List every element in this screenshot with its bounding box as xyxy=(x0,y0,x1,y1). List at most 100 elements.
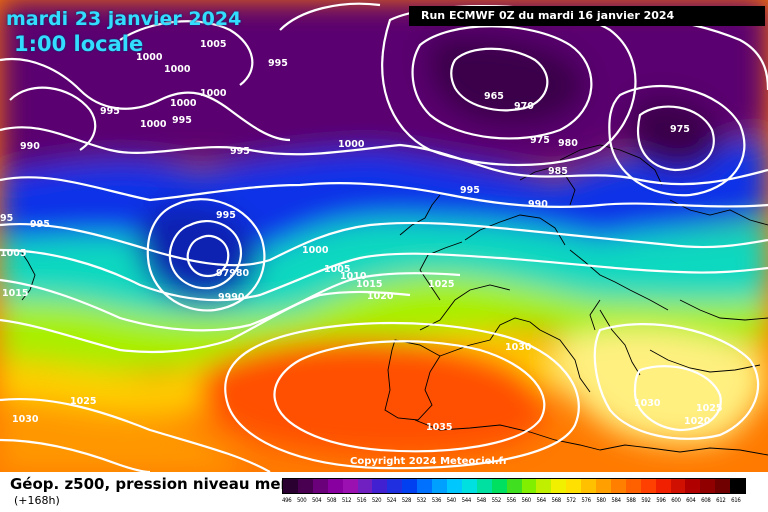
colorbar-label: 596 xyxy=(656,497,666,504)
colorbar-swatch xyxy=(715,479,731,493)
pressure-label: 1030 xyxy=(634,398,661,409)
pressure-labels: 1005 1000 1000 995 1000 1000 995 1000 99… xyxy=(0,39,722,433)
colorbar-swatch xyxy=(297,479,313,493)
pressure-label: 990 xyxy=(528,199,548,210)
colorbar-label: 548 xyxy=(476,497,487,504)
pressure-label: 1015 xyxy=(2,288,28,299)
isobars xyxy=(0,2,768,472)
colorbar-swatch xyxy=(491,479,507,493)
colorbar-swatch xyxy=(402,479,418,493)
pressure-label: 995 xyxy=(216,210,236,221)
pressure-label: 995 xyxy=(460,185,480,196)
pressure-label: 1020 xyxy=(684,416,711,427)
colorbar-label: 552 xyxy=(491,497,502,504)
pressure-label: 975 xyxy=(670,124,690,135)
colorbar-swatch xyxy=(342,479,358,493)
pressure-label: 995 xyxy=(172,115,192,126)
colorbar-swatch xyxy=(581,479,597,493)
colorbar-swatch xyxy=(327,479,343,493)
colorbar-swatch xyxy=(670,479,686,493)
colorbar-label: 588 xyxy=(626,497,636,504)
colorbar-label: 608 xyxy=(701,497,711,504)
pressure-label: 1005 xyxy=(0,248,26,259)
model-run-info: Run ECMWF 0Z du mardi 16 janvier 2024 xyxy=(409,6,765,26)
pressure-label: 1015 xyxy=(356,279,382,290)
pressure-label: 1025 xyxy=(70,396,96,407)
colorbar-swatch xyxy=(655,479,671,493)
pressure-label: 1030 xyxy=(12,414,39,425)
pressure-label: 965 xyxy=(484,91,504,102)
colorbar-label: 584 xyxy=(611,497,621,504)
colorbar-label: 540 xyxy=(446,497,457,504)
colorbar-swatch xyxy=(596,479,611,493)
colorbar-swatch xyxy=(506,479,522,493)
colorbar-label: 592 xyxy=(641,497,651,504)
colorbar-swatch xyxy=(566,479,582,493)
pressure-label: 970 xyxy=(514,101,534,112)
colorbar-swatch xyxy=(372,479,388,493)
field-title: Géop. z500, pression niveau mer xyxy=(10,475,288,493)
colorbar-label: 576 xyxy=(581,497,591,504)
pressure-label: 97980 xyxy=(216,268,249,279)
colorbar-label: 532 xyxy=(416,497,427,504)
colorbar-labels: 496 500 504 508 512 516 520 524 528 532 536 540 544 5… xyxy=(282,497,746,507)
forecast-map: 1005 1000 1000 995 1000 1000 995 1000 99… xyxy=(0,0,768,472)
colorbar-label: 572 xyxy=(566,497,576,504)
pressure-label: 1000 xyxy=(136,52,163,63)
pressure-label: 995 xyxy=(268,58,288,69)
pressure-label: 1025 xyxy=(428,279,454,290)
colorbar-swatch xyxy=(521,479,537,493)
copyright-notice: Copyright 2024 Meteociel.fr xyxy=(350,456,508,467)
pressure-label: 1025 xyxy=(696,403,722,414)
pressure-label: 985 xyxy=(548,166,568,177)
colorbar-swatch xyxy=(387,479,403,493)
pressure-label: 990 xyxy=(20,141,40,152)
colorbar-swatch xyxy=(417,479,433,493)
lead-time: (+168h) xyxy=(14,494,60,507)
colorbar-label: 516 xyxy=(356,497,367,504)
pressure-label: 1000 xyxy=(170,98,197,109)
pressure-label: 1035 xyxy=(426,422,452,433)
pressure-label: 1010 xyxy=(340,271,367,282)
pressure-label: 1000 xyxy=(302,245,329,256)
colorbar-label: 560 xyxy=(521,497,532,504)
pressure-label: 9990 xyxy=(218,292,245,303)
colorbar-label: 512 xyxy=(341,497,352,504)
pressure-label: 1005 xyxy=(200,39,226,50)
pressure-label: 1000 xyxy=(140,119,167,130)
colorbar xyxy=(282,478,746,494)
colorbar-swatch xyxy=(625,479,641,493)
pressure-label: 1000 xyxy=(338,139,365,150)
colorbar-swatch xyxy=(283,479,298,493)
colorbar-swatch xyxy=(461,479,477,493)
colorbar-label: 520 xyxy=(371,497,382,504)
colorbar-label: 568 xyxy=(551,497,561,504)
coastlines xyxy=(19,144,768,456)
pressure-label: 1005 xyxy=(324,264,350,275)
pressure-label: 1000 xyxy=(164,64,191,75)
colorbar-label: 564 xyxy=(536,497,546,504)
colorbar-swatch xyxy=(357,479,373,493)
colorbar-label: 500 xyxy=(296,497,307,504)
colorbar-label: 616 xyxy=(731,497,741,504)
colorbar-label: 544 xyxy=(461,497,472,504)
pressure-label: 975 xyxy=(530,135,550,146)
colorbar-swatch xyxy=(685,479,701,493)
colorbar-label: 600 xyxy=(671,497,681,504)
colorbar-label: 504 xyxy=(311,497,322,504)
colorbar-label: 508 xyxy=(326,497,337,504)
colorbar-label: 556 xyxy=(506,497,517,504)
colorbar-swatch xyxy=(551,479,567,493)
forecast-date: mardi 23 janvier 2024 xyxy=(6,8,242,30)
colorbar-swatch xyxy=(446,479,462,493)
pressure-label: 995 xyxy=(30,219,50,230)
colorbar-label: 528 xyxy=(401,497,412,504)
pressure-label: 995 xyxy=(230,146,250,157)
pressure-label: 1000 xyxy=(200,88,227,99)
pressure-label: 1030 xyxy=(505,342,532,353)
colorbar-label: 496 xyxy=(282,497,292,504)
colorbar-swatch xyxy=(312,479,328,493)
pressure-label: 995 xyxy=(100,106,120,117)
colorbar-swatch xyxy=(640,479,656,493)
